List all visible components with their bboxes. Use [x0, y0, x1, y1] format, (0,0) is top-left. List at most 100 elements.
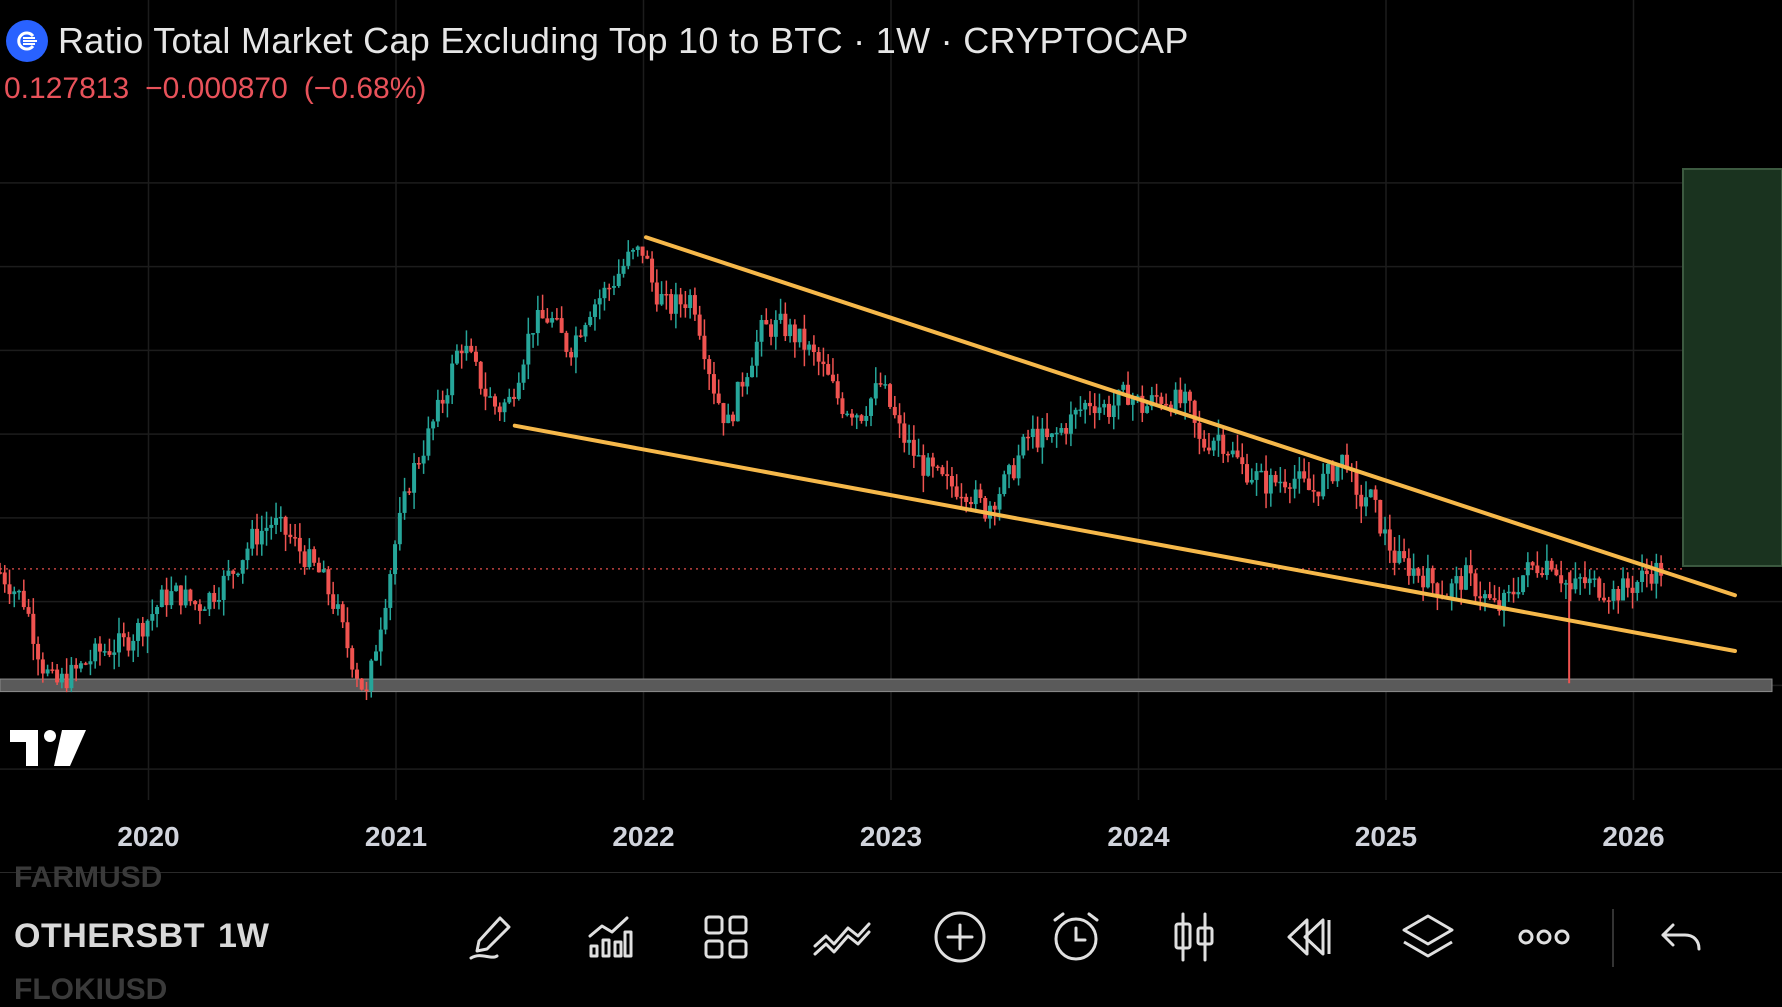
candle-body — [450, 363, 455, 396]
candle-body — [1135, 395, 1140, 398]
candle-body — [393, 544, 398, 575]
candle-body — [1616, 589, 1621, 601]
candle-body — [1192, 400, 1197, 423]
candle-body — [1587, 578, 1592, 584]
layers-icon[interactable] — [1398, 907, 1458, 967]
candle-body — [1092, 406, 1097, 414]
candle-body — [1302, 471, 1307, 479]
candle-body — [945, 474, 950, 477]
candle-body — [1325, 463, 1330, 474]
candle-body — [1640, 570, 1645, 582]
add-icon[interactable] — [930, 907, 990, 967]
candle-body — [1416, 568, 1421, 576]
candle-body — [716, 393, 721, 404]
candle-body — [607, 287, 612, 290]
candle-body — [1421, 575, 1426, 588]
grid-icon[interactable] — [696, 907, 756, 967]
candle-body — [1601, 597, 1606, 601]
candle-body — [364, 689, 369, 692]
candle-body — [159, 589, 164, 608]
candle-body — [183, 589, 188, 606]
candle-body — [726, 414, 731, 424]
candle-body — [1159, 396, 1164, 404]
candle-body — [1573, 578, 1578, 590]
candle-body — [307, 549, 312, 567]
candle-body — [1178, 389, 1183, 404]
candle-body — [949, 476, 954, 487]
alarm-icon[interactable] — [1046, 907, 1106, 967]
candle-body — [145, 620, 150, 637]
candle-body — [1059, 428, 1064, 433]
watchlist-prev-symbol[interactable]: FARMUSD — [14, 861, 163, 894]
chart-canvas[interactable]: 2020 2021 2022 2023 2024 2025 2026 — [0, 0, 1782, 872]
candle-body — [883, 384, 888, 386]
candle-body — [1487, 594, 1492, 599]
candle-body — [388, 574, 393, 608]
candle-body — [783, 313, 788, 337]
candle-body — [1259, 470, 1264, 473]
candle-body — [1187, 391, 1192, 401]
candle-body — [454, 350, 459, 364]
candle-body — [545, 318, 550, 323]
lower-trendline[interactable] — [512, 423, 1737, 653]
candle-body — [1544, 560, 1549, 576]
candle-body — [935, 466, 940, 469]
candle-body — [1606, 600, 1611, 602]
candle-body — [1007, 465, 1012, 475]
candle-body — [688, 295, 693, 309]
candle-body — [416, 463, 421, 465]
candle-body — [535, 309, 540, 334]
candle-body — [245, 548, 250, 561]
candle-body — [978, 489, 983, 498]
candle-body — [1002, 474, 1007, 495]
candle-body — [1459, 576, 1464, 590]
watchlist-next-symbol[interactable]: FLOKIUSD — [14, 973, 168, 1006]
pen-icon[interactable] — [462, 907, 522, 967]
candle-body — [116, 633, 121, 653]
candle-body — [78, 663, 83, 669]
candle-body — [1116, 389, 1121, 406]
candle-body — [1387, 529, 1392, 551]
pattern-icon[interactable] — [812, 907, 872, 967]
symbol-button[interactable]: OTHERSBT — [14, 917, 205, 955]
cryptocap-logo-icon — [6, 20, 48, 62]
candle-body — [1097, 407, 1102, 414]
candle-body — [1478, 596, 1483, 599]
replay-icon[interactable] — [1280, 907, 1340, 967]
candle-body — [255, 528, 260, 545]
candle-body — [1611, 589, 1616, 601]
candle-body — [1183, 391, 1188, 404]
candle-body — [526, 333, 531, 365]
upper-trendline[interactable] — [643, 235, 1737, 598]
candle-body — [59, 673, 64, 683]
candle-body — [216, 599, 221, 602]
candle-body — [1344, 454, 1349, 470]
candle-body — [150, 614, 155, 621]
indicators-icon[interactable] — [580, 907, 640, 967]
candle-body — [792, 324, 797, 343]
undo-icon[interactable] — [1652, 907, 1712, 967]
toolbar-divider — [1612, 909, 1614, 967]
candle-body — [93, 643, 98, 662]
candle-body — [597, 298, 602, 305]
candle-body — [1225, 453, 1230, 456]
candle-body — [1621, 578, 1626, 601]
candle-body — [1354, 470, 1359, 495]
candle-body — [754, 341, 759, 366]
chart-title: Ratio Total Market Cap Excluding Top 10 … — [58, 20, 1189, 61]
candle-body — [502, 402, 507, 413]
candle-body — [283, 516, 288, 535]
candle-body — [407, 491, 412, 493]
candle-body — [1435, 583, 1440, 597]
interval-button[interactable]: 1W — [218, 917, 269, 955]
candle-body — [1654, 562, 1659, 584]
candle-body — [488, 396, 493, 398]
candle-body — [550, 318, 555, 323]
candle-body — [345, 622, 350, 649]
candles-icon[interactable] — [1164, 907, 1224, 967]
more-icon[interactable] — [1514, 907, 1574, 967]
candle-body — [707, 359, 712, 375]
candle-body — [869, 398, 874, 416]
candle-body — [88, 661, 93, 665]
candle-body — [888, 384, 893, 407]
